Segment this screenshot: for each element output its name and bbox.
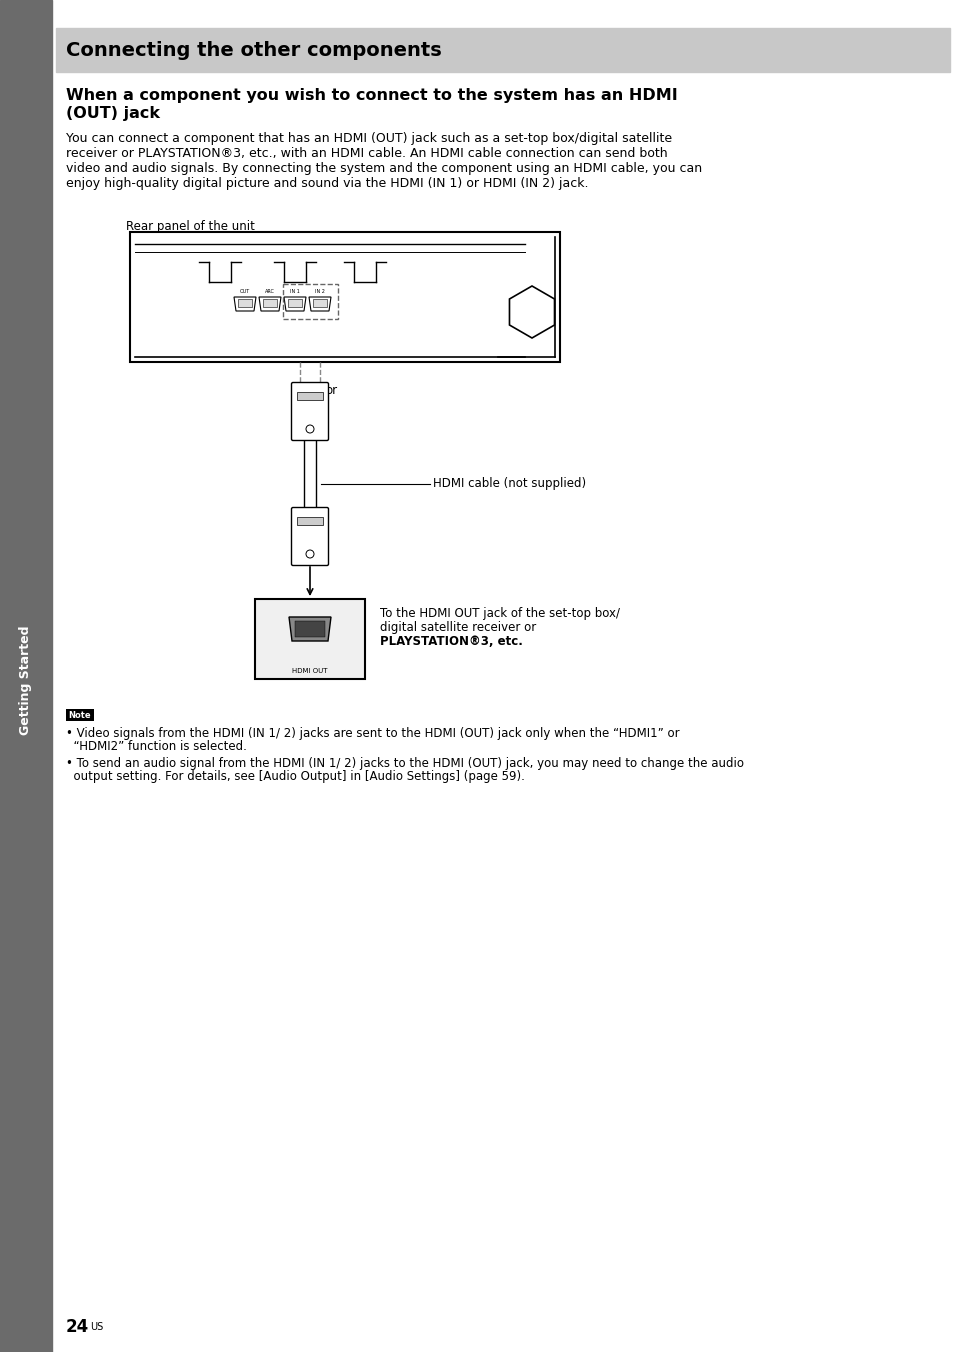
Text: You can connect a component that has an HDMI (OUT) jack such as a set-top box/di: You can connect a component that has an … xyxy=(66,132,672,145)
Bar xyxy=(304,439,315,508)
Text: Note: Note xyxy=(69,711,91,719)
Text: OUT: OUT xyxy=(239,289,250,293)
Bar xyxy=(288,299,302,307)
Text: • To send an audio signal from the HDMI (IN 1/ 2) jacks to the HDMI (OUT) jack, : • To send an audio signal from the HDMI … xyxy=(66,757,743,771)
Text: ARC: ARC xyxy=(265,289,274,293)
FancyBboxPatch shape xyxy=(292,507,328,565)
Text: PLAYSTATION®3, etc.: PLAYSTATION®3, etc. xyxy=(379,635,522,648)
Bar xyxy=(294,621,325,637)
Text: 24: 24 xyxy=(66,1318,90,1336)
Polygon shape xyxy=(284,297,306,311)
Text: US: US xyxy=(90,1322,103,1332)
Text: or: or xyxy=(325,384,336,396)
Bar xyxy=(237,299,252,307)
Circle shape xyxy=(306,550,314,558)
Text: HDMI cable (not supplied): HDMI cable (not supplied) xyxy=(433,477,585,491)
Polygon shape xyxy=(309,297,331,311)
Bar xyxy=(296,392,323,400)
Bar xyxy=(283,284,337,319)
Text: To the HDMI OUT jack of the set-top box/: To the HDMI OUT jack of the set-top box/ xyxy=(379,607,619,621)
Polygon shape xyxy=(509,287,554,338)
Text: output setting. For details, see [Audio Output] in [Audio Settings] (page 59).: output setting. For details, see [Audio … xyxy=(66,771,524,783)
Bar xyxy=(263,299,276,307)
Text: video and audio signals. By connecting the system and the component using an HDM: video and audio signals. By connecting t… xyxy=(66,162,701,174)
Text: When a component you wish to connect to the system has an HDMI: When a component you wish to connect to … xyxy=(66,88,677,103)
Text: • Video signals from the HDMI (IN 1/ 2) jacks are sent to the HDMI (OUT) jack on: • Video signals from the HDMI (IN 1/ 2) … xyxy=(66,727,679,740)
Bar xyxy=(313,299,327,307)
Bar xyxy=(296,516,323,525)
Bar xyxy=(0,0,52,1352)
Polygon shape xyxy=(233,297,255,311)
Circle shape xyxy=(306,425,314,433)
Text: “HDMI2” function is selected.: “HDMI2” function is selected. xyxy=(66,740,247,753)
Bar xyxy=(56,28,949,72)
Text: enjoy high-quality digital picture and sound via the HDMI (IN 1) or HDMI (IN 2) : enjoy high-quality digital picture and s… xyxy=(66,177,588,191)
Bar xyxy=(130,233,559,362)
Text: Getting Started: Getting Started xyxy=(19,625,32,734)
Text: (OUT) jack: (OUT) jack xyxy=(66,105,160,120)
Text: HDMI OUT: HDMI OUT xyxy=(292,668,328,675)
FancyBboxPatch shape xyxy=(292,383,328,441)
Polygon shape xyxy=(289,617,331,641)
Text: digital satellite receiver or: digital satellite receiver or xyxy=(379,621,536,634)
Bar xyxy=(66,708,94,721)
Text: Connecting the other components: Connecting the other components xyxy=(66,41,441,59)
Polygon shape xyxy=(258,297,281,311)
Text: IN 2: IN 2 xyxy=(314,289,325,293)
Text: receiver or PLAYSTATION®3, etc., with an HDMI cable. An HDMI cable connection ca: receiver or PLAYSTATION®3, etc., with an… xyxy=(66,147,667,160)
Text: IN 1: IN 1 xyxy=(290,289,299,293)
Text: Rear panel of the unit: Rear panel of the unit xyxy=(126,220,254,233)
Bar xyxy=(254,599,365,679)
